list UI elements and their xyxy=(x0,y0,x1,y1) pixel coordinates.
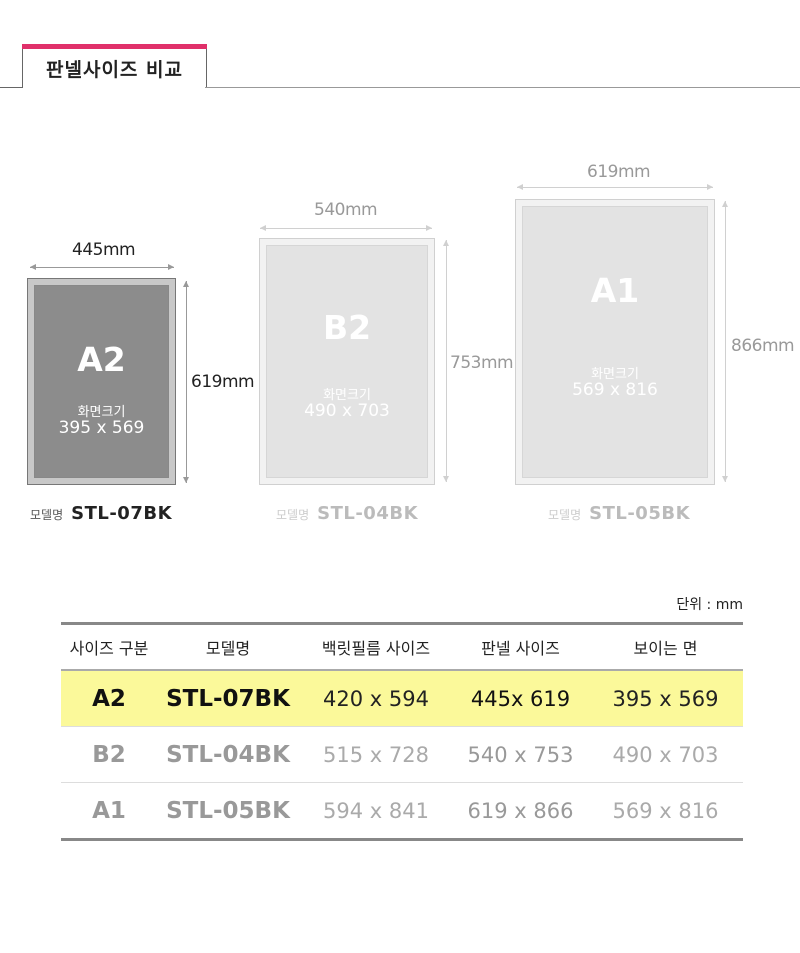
width-dimension-line xyxy=(517,184,713,190)
model-label: 모델명 xyxy=(276,508,310,522)
section-title: 판넬사이즈 비교 xyxy=(46,59,183,81)
backlit-film-cell: 515 x 728 xyxy=(299,726,453,783)
screen-dimensions: 490 x 703 xyxy=(304,401,390,421)
size-label: A2 xyxy=(77,340,126,379)
width-label: 540mm xyxy=(314,200,378,220)
screen-size-label: 화면크기 xyxy=(323,388,371,403)
column-header: 사이즈 구분 xyxy=(61,623,157,671)
model-caption: 모델명 STL-07BK xyxy=(30,503,172,524)
column-header: 백릿필름 사이즈 xyxy=(299,623,453,671)
backlit-film-cell: 420 x 594 xyxy=(299,670,453,727)
frame-a1: A1 화면크기 569 x 816 xyxy=(515,199,715,485)
column-header: 판넬 사이즈 xyxy=(453,623,588,671)
column-header: 모델명 xyxy=(157,623,299,671)
visible-area-cell: 490 x 703 xyxy=(588,726,743,783)
model-name: STL-07BK xyxy=(71,503,173,524)
backlit-film-cell: 594 x 841 xyxy=(323,798,429,823)
screen-size-label: 화면크기 xyxy=(77,405,126,420)
model-cell: STL-07BK xyxy=(157,670,299,727)
divider xyxy=(205,87,800,88)
height-label: 753mm xyxy=(450,353,514,373)
column-header: 보이는 면 xyxy=(588,623,743,671)
model-label: 모델명 xyxy=(548,508,582,522)
model-caption: 모델명 STL-04BK xyxy=(276,503,418,524)
panel-size-cell: 445x 619 xyxy=(453,670,588,727)
table-row: A1 STL-05BK 594 x 841 619 x 866 569 x 81… xyxy=(61,783,743,840)
size-cell: A2 xyxy=(61,670,157,727)
width-dimension-line xyxy=(30,264,174,270)
screen-area: A1 화면크기 569 x 816 xyxy=(523,207,707,477)
height-dimension-line xyxy=(183,281,189,483)
visible-area-cell: 569 x 816 xyxy=(612,798,719,823)
screen-size-label: 화면크기 xyxy=(591,367,639,382)
screen-area: A2 화면크기 395 x 569 xyxy=(35,286,168,477)
size-cell: A1 xyxy=(92,797,126,824)
width-label: 619mm xyxy=(587,162,651,182)
panel-size-cell: 540 x 753 xyxy=(453,726,588,783)
model-label: 모델명 xyxy=(30,508,64,522)
model-name: STL-05BK xyxy=(589,503,691,524)
screen-area: B2 화면크기 490 x 703 xyxy=(267,246,427,477)
panel-size-cell: 619 x 866 xyxy=(467,798,574,823)
unit-label: 단위 : mm xyxy=(676,597,743,613)
screen-dimensions: 395 x 569 xyxy=(58,418,145,438)
model-cell: STL-04BK xyxy=(157,726,299,783)
tab-accent-bar xyxy=(22,44,207,49)
height-dimension-line xyxy=(443,240,449,482)
frame-a2: A2 화면크기 395 x 569 xyxy=(27,278,176,485)
visible-area-cell: 395 x 569 xyxy=(588,670,743,727)
height-dimension-line xyxy=(722,201,728,482)
model-cell: STL-05BK xyxy=(166,797,290,824)
comparison-table: 사이즈 구분 모델명 백릿필름 사이즈 판넬 사이즈 보이는 면 A2 STL-… xyxy=(61,622,743,841)
divider xyxy=(0,87,23,88)
table-header-row: 사이즈 구분 모델명 백릿필름 사이즈 판넬 사이즈 보이는 면 xyxy=(61,623,743,671)
width-label: 445mm xyxy=(72,240,136,260)
section-tab: 판넬사이즈 비교 xyxy=(22,49,207,87)
model-caption: 모델명 STL-05BK xyxy=(548,503,690,524)
height-label: 866mm xyxy=(731,336,795,356)
table-row: A2 STL-07BK 420 x 594 445x 619 395 x 569 xyxy=(61,670,743,727)
frame-b2: B2 화면크기 490 x 703 xyxy=(259,238,435,485)
height-label: 619mm xyxy=(191,372,255,392)
screen-dimensions: 569 x 816 xyxy=(572,380,658,400)
size-cell: B2 xyxy=(61,726,157,783)
width-dimension-line xyxy=(260,225,432,231)
size-label: B2 xyxy=(322,308,372,347)
table-row: B2 STL-04BK 515 x 728 540 x 753 490 x 70… xyxy=(61,726,743,783)
model-name: STL-04BK xyxy=(317,503,419,524)
size-label: A1 xyxy=(590,271,640,310)
